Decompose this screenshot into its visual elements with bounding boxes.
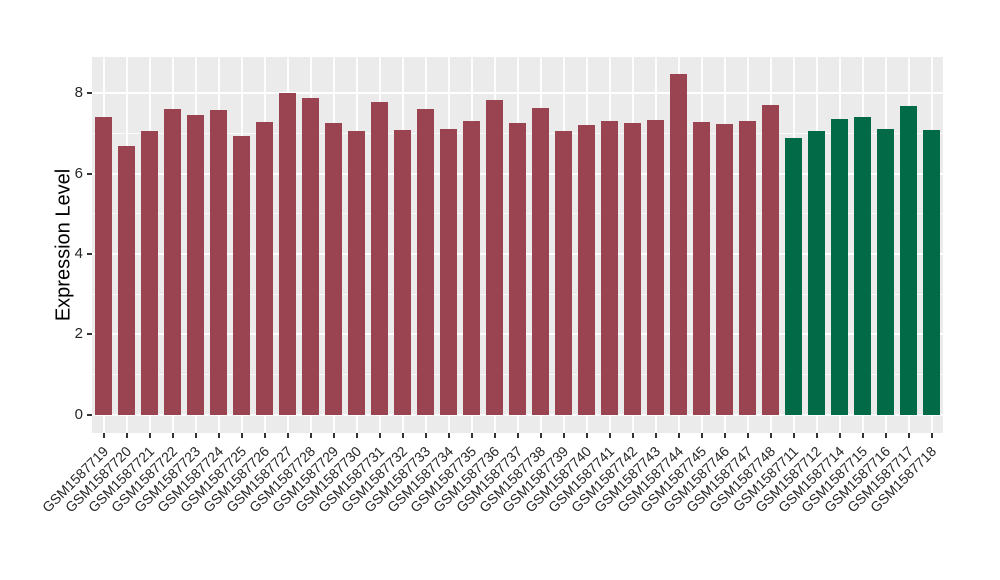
x-axis-tick [585,433,588,438]
x-axis-tick [332,433,335,438]
x-axis-tick [355,433,358,438]
x-axis-tick [815,433,818,438]
bar-GSM1587720 [118,145,135,415]
bar-GSM1587737 [509,123,526,415]
bar-GSM1587732 [394,130,411,415]
y-axis-tick-label: 0 [74,405,83,423]
x-axis-tick [493,433,496,438]
plot-panel [92,57,943,433]
x-axis-tick [240,433,243,438]
x-axis-tick [746,433,749,438]
bar-GSM1587726 [256,121,273,415]
x-axis-tick [194,433,197,438]
bar-GSM1587745 [693,121,710,415]
bar-GSM1587734 [440,128,457,415]
y-axis-tick-label: 2 [74,325,83,343]
bar-GSM1587746 [716,124,733,415]
y-axis-tick-label: 8 [74,84,83,102]
x-axis-tick [700,433,703,438]
x-axis-tick [447,433,450,438]
x-axis-tick [286,433,289,438]
bar-GSM1587712 [808,130,825,415]
y-axis-tick-label: 6 [74,164,83,182]
x-axis-tick [907,433,910,438]
bar-GSM1587725 [233,136,250,415]
x-axis-tick [654,433,657,438]
bar-GSM1587735 [463,121,480,415]
x-axis-tick [217,433,220,438]
bar-GSM1587744 [670,74,687,415]
bar-GSM1587717 [900,106,917,415]
bar-GSM1587742 [624,123,641,415]
bar-GSM1587724 [210,110,227,415]
x-axis-tick [125,433,128,438]
bar-GSM1587729 [325,122,342,415]
bar-GSM1587721 [141,130,158,415]
bar-GSM1587747 [739,120,756,415]
x-axis-tick [401,433,404,438]
bar-GSM1587741 [601,121,618,415]
bar-GSM1587727 [279,92,296,415]
x-axis-tick [378,433,381,438]
bar-GSM1587722 [164,109,181,415]
y-axis-tick [87,92,92,95]
bar-GSM1587733 [417,109,434,415]
y-axis-tick [87,413,92,416]
y-axis-tick [87,253,92,256]
bar-GSM1587739 [555,130,572,415]
y-axis-tick [87,172,92,175]
x-axis-tick [838,433,841,438]
bar-GSM1587730 [348,130,365,415]
x-axis-tick [792,433,795,438]
x-axis-tick [769,433,772,438]
bar-GSM1587715 [854,116,871,415]
bar-GSM1587711 [785,137,802,415]
bar-GSM1587731 [371,101,388,415]
x-axis-tick [861,433,864,438]
bar-GSM1587719 [95,117,112,415]
bar-GSM1587716 [877,128,894,415]
bar-GSM1587738 [532,108,549,415]
bar-GSM1587728 [302,98,319,415]
x-axis-tick [171,433,174,438]
x-axis-tick [723,433,726,438]
x-axis-tick [516,433,519,438]
bar-GSM1587718 [923,129,940,415]
x-axis-tick [470,433,473,438]
x-axis-tick [884,433,887,438]
x-axis-tick [631,433,634,438]
x-axis-tick [309,433,312,438]
bar-GSM1587748 [762,105,779,415]
y-axis-tick-label: 4 [74,245,83,263]
x-axis-tick [930,433,933,438]
x-axis-tick [539,433,542,438]
x-axis-tick [424,433,427,438]
x-axis-tick [263,433,266,438]
bar-GSM1587714 [831,118,848,415]
x-axis-tick [608,433,611,438]
bar-GSM1587736 [486,100,503,415]
x-axis-tick [102,433,105,438]
x-axis-tick [562,433,565,438]
y-axis-tick [87,333,92,336]
bar-GSM1587723 [187,114,204,415]
bar-GSM1587740 [578,125,595,415]
bar-GSM1587743 [647,120,664,415]
x-axis-tick [677,433,680,438]
x-axis-tick [148,433,151,438]
